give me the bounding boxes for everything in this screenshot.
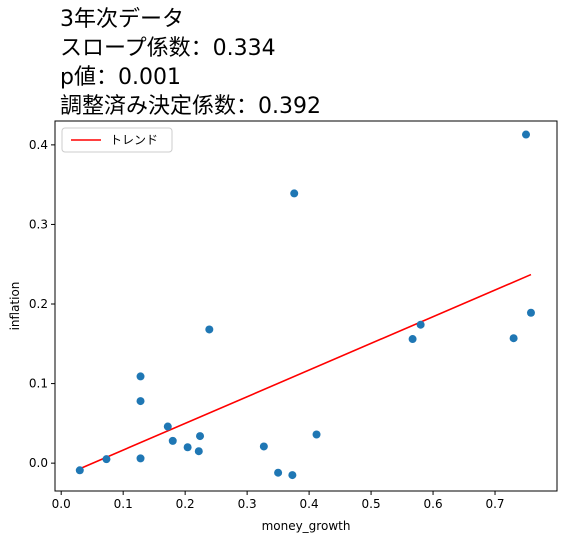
title-line-2: スロープ係数：0.334	[60, 36, 276, 61]
x-tick-label: 0.7	[485, 497, 504, 511]
legend-label-trend: トレンド	[110, 133, 158, 147]
x-tick-label: 0.0	[52, 497, 71, 511]
y-tick-label: 0.0	[29, 456, 48, 470]
scatter-point	[136, 454, 145, 463]
plot-area	[54, 120, 558, 492]
y-tick-label: 0.3	[29, 217, 48, 231]
x-tick-label: 0.6	[424, 497, 443, 511]
legend: トレンド	[61, 127, 173, 153]
scatter-point	[290, 189, 299, 198]
trend-line-layer	[79, 273, 532, 470]
title-line-3: p値：0.001	[60, 65, 181, 90]
title-line-4: 調整済み決定係数：0.392	[60, 94, 321, 119]
legend-box	[61, 127, 173, 153]
scatter-point	[205, 325, 214, 334]
trend-line	[79, 273, 532, 470]
x-tick-label: 0.2	[176, 497, 195, 511]
scatter-point	[288, 471, 297, 480]
scatter-point	[136, 372, 145, 381]
x-tick-label: 0.5	[362, 497, 381, 511]
scatter-point	[259, 442, 268, 451]
x-tick-label: 0.4	[300, 497, 319, 511]
scatter-point	[408, 335, 417, 344]
scatter-point	[168, 436, 177, 445]
scatter-point	[416, 320, 425, 329]
scatter-point	[75, 466, 84, 475]
scatter-point	[194, 447, 203, 456]
scatter-point	[163, 422, 172, 431]
y-tick-label: 0.1	[29, 377, 48, 391]
y-tick-label: 0.2	[29, 297, 48, 311]
scatter-point	[509, 334, 518, 343]
y-axis-ticks: 0.0 0.1 0.2 0.3 0.4	[29, 138, 55, 470]
scatter-point	[136, 397, 145, 406]
x-axis-label: money_growth	[262, 519, 351, 533]
title-line-1: 3年次データ	[60, 7, 184, 32]
scatter-point	[183, 443, 192, 452]
x-tick-label: 0.1	[114, 497, 133, 511]
y-tick-label: 0.4	[29, 138, 48, 152]
x-axis-ticks: 0.0 0.1 0.2 0.3 0.4 0.5 0.6 0.7	[52, 491, 505, 511]
scatter-point	[522, 130, 531, 139]
scatter-point	[274, 468, 283, 477]
scatter-point	[102, 455, 111, 464]
y-axis-label: inflation	[8, 282, 22, 331]
scatter-point	[196, 432, 205, 441]
x-tick-label: 0.3	[238, 497, 257, 511]
scatter-point	[526, 308, 535, 317]
scatter-point	[312, 430, 321, 439]
chart-title: 3年次データ スロープ係数：0.334 p値：0.001 調整済み決定係数：0.…	[60, 7, 321, 119]
scatter-points-layer	[75, 130, 535, 480]
